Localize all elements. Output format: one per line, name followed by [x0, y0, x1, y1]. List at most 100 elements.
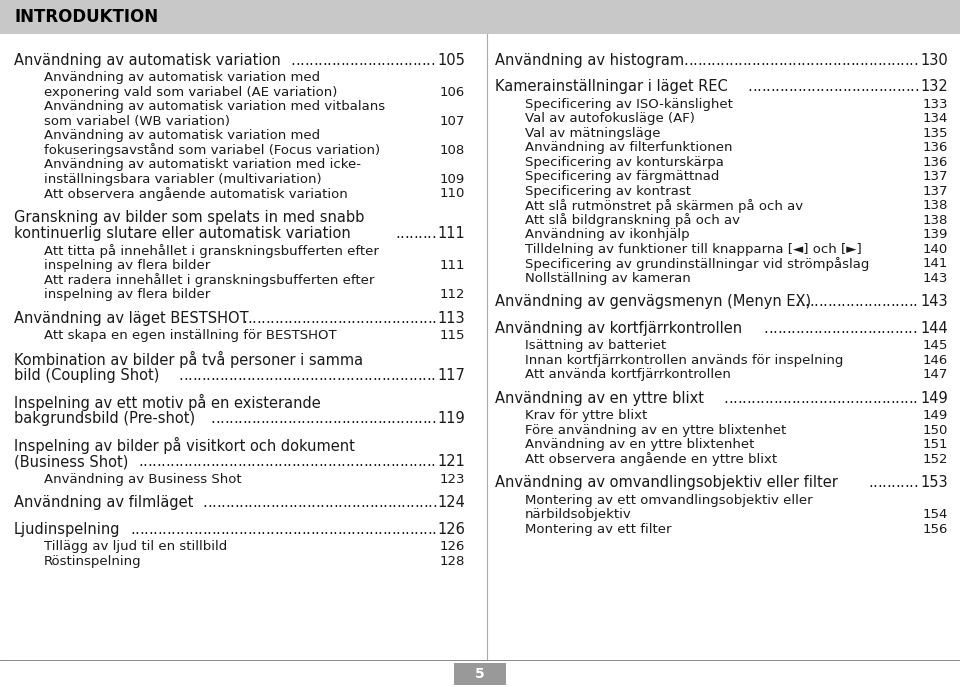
Text: .: . — [291, 368, 296, 383]
Text: .: . — [413, 454, 418, 469]
Text: 113: 113 — [438, 311, 465, 326]
Text: .: . — [332, 311, 337, 326]
Text: 134: 134 — [923, 112, 948, 125]
Text: .: . — [203, 521, 207, 537]
Text: .: . — [846, 53, 851, 68]
Text: Specificering av kontrast: Specificering av kontrast — [525, 185, 691, 198]
Text: .: . — [293, 495, 298, 510]
Text: .: . — [886, 391, 890, 406]
Text: .: . — [828, 391, 832, 406]
Text: .: . — [337, 521, 342, 537]
Text: Inspelning av ett motiv på en existerande: Inspelning av ett motiv på en existerand… — [14, 394, 321, 411]
Text: .: . — [840, 321, 845, 336]
Text: .: . — [264, 454, 269, 469]
Text: .: . — [418, 454, 422, 469]
Text: .: . — [229, 521, 234, 537]
Text: Specificering av grundinställningar vid strömpåslag: Specificering av grundinställningar vid … — [525, 257, 870, 271]
Text: .: . — [300, 454, 305, 469]
Text: .: . — [825, 79, 828, 94]
Text: .: . — [809, 53, 814, 68]
Text: .: . — [355, 311, 360, 326]
Text: .: . — [688, 53, 693, 68]
Text: .: . — [850, 53, 854, 68]
Text: .: . — [381, 454, 386, 469]
Text: .: . — [224, 412, 228, 426]
Text: .: . — [327, 454, 332, 469]
Text: .: . — [804, 391, 809, 406]
Text: .: . — [768, 321, 773, 336]
Text: .: . — [192, 454, 197, 469]
Text: .: . — [404, 311, 409, 326]
Text: .: . — [855, 79, 860, 94]
Text: 146: 146 — [923, 354, 948, 367]
Text: .: . — [278, 311, 283, 326]
Text: .: . — [387, 311, 392, 326]
Text: .: . — [908, 53, 913, 68]
Text: .: . — [787, 53, 792, 68]
Text: .: . — [197, 454, 202, 469]
Text: .: . — [895, 475, 900, 491]
Text: .: . — [795, 321, 800, 336]
Text: .: . — [426, 412, 431, 426]
Text: .: . — [256, 311, 261, 326]
Text: .: . — [912, 321, 917, 336]
Text: .: . — [364, 521, 369, 537]
Text: .: . — [203, 495, 207, 510]
Text: .: . — [728, 391, 732, 406]
Text: närbildsobjektiv: närbildsobjektiv — [525, 508, 632, 521]
Text: .: . — [766, 79, 771, 94]
Text: .: . — [350, 311, 355, 326]
Text: .: . — [409, 226, 413, 241]
Text: .: . — [908, 475, 913, 491]
Text: .: . — [886, 53, 891, 68]
Text: .: . — [314, 412, 319, 426]
Text: .: . — [309, 53, 314, 68]
Text: .: . — [156, 454, 161, 469]
Text: .: . — [162, 521, 166, 537]
Text: .: . — [233, 454, 237, 469]
Text: .: . — [414, 311, 419, 326]
Text: .: . — [248, 521, 252, 537]
Text: .: . — [219, 454, 224, 469]
Text: Användning av filmläget: Användning av filmläget — [14, 495, 193, 510]
Text: .: . — [207, 495, 212, 510]
Text: .: . — [872, 391, 876, 406]
Text: .: . — [432, 495, 437, 510]
Text: .: . — [211, 521, 216, 537]
Text: 138: 138 — [923, 214, 948, 227]
Text: .: . — [742, 53, 747, 68]
Text: .: . — [214, 368, 219, 383]
Text: .: . — [225, 495, 229, 510]
Text: .: . — [733, 53, 737, 68]
Text: .: . — [165, 454, 170, 469]
Text: 106: 106 — [440, 86, 465, 99]
Text: .: . — [360, 495, 365, 510]
Text: .: . — [706, 53, 710, 68]
Text: .: . — [773, 321, 778, 336]
Text: .: . — [827, 321, 831, 336]
Text: 105: 105 — [437, 53, 465, 68]
Text: .: . — [908, 391, 913, 406]
Text: .: . — [753, 79, 756, 94]
Text: .: . — [872, 321, 876, 336]
Text: .: . — [210, 412, 215, 426]
Text: .: . — [157, 521, 162, 537]
Text: .: . — [283, 495, 288, 510]
Text: 138: 138 — [923, 199, 948, 212]
Text: .: . — [802, 79, 806, 94]
Text: .: . — [751, 391, 756, 406]
Text: .: . — [206, 521, 211, 537]
Text: .: . — [377, 454, 381, 469]
Text: .: . — [228, 412, 233, 426]
Text: .: . — [310, 311, 315, 326]
Text: .: . — [800, 391, 804, 406]
Text: .: . — [427, 311, 432, 326]
Text: .: . — [216, 521, 221, 537]
Text: .: . — [320, 495, 324, 510]
Text: .: . — [376, 368, 381, 383]
Text: .: . — [333, 521, 338, 537]
Text: .: . — [850, 321, 854, 336]
Text: .: . — [147, 454, 152, 469]
Text: .: . — [900, 475, 904, 491]
Text: .: . — [853, 321, 858, 336]
